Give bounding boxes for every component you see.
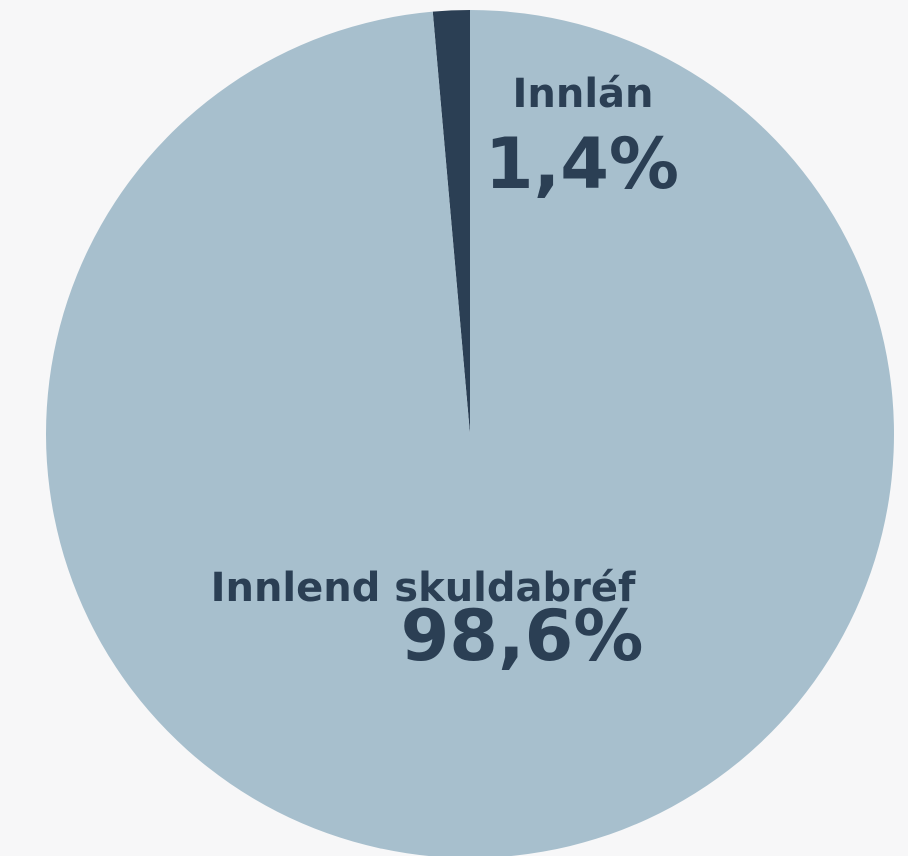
slice-label: Innlend skuldabréf: [211, 565, 636, 611]
slice-label: Innlán: [512, 71, 653, 117]
pie-slice: [46, 10, 894, 856]
slice-value-label: 1,4%: [485, 123, 679, 205]
pie-slice: [432, 10, 470, 434]
slice-value-label: 98,6%: [401, 595, 644, 677]
